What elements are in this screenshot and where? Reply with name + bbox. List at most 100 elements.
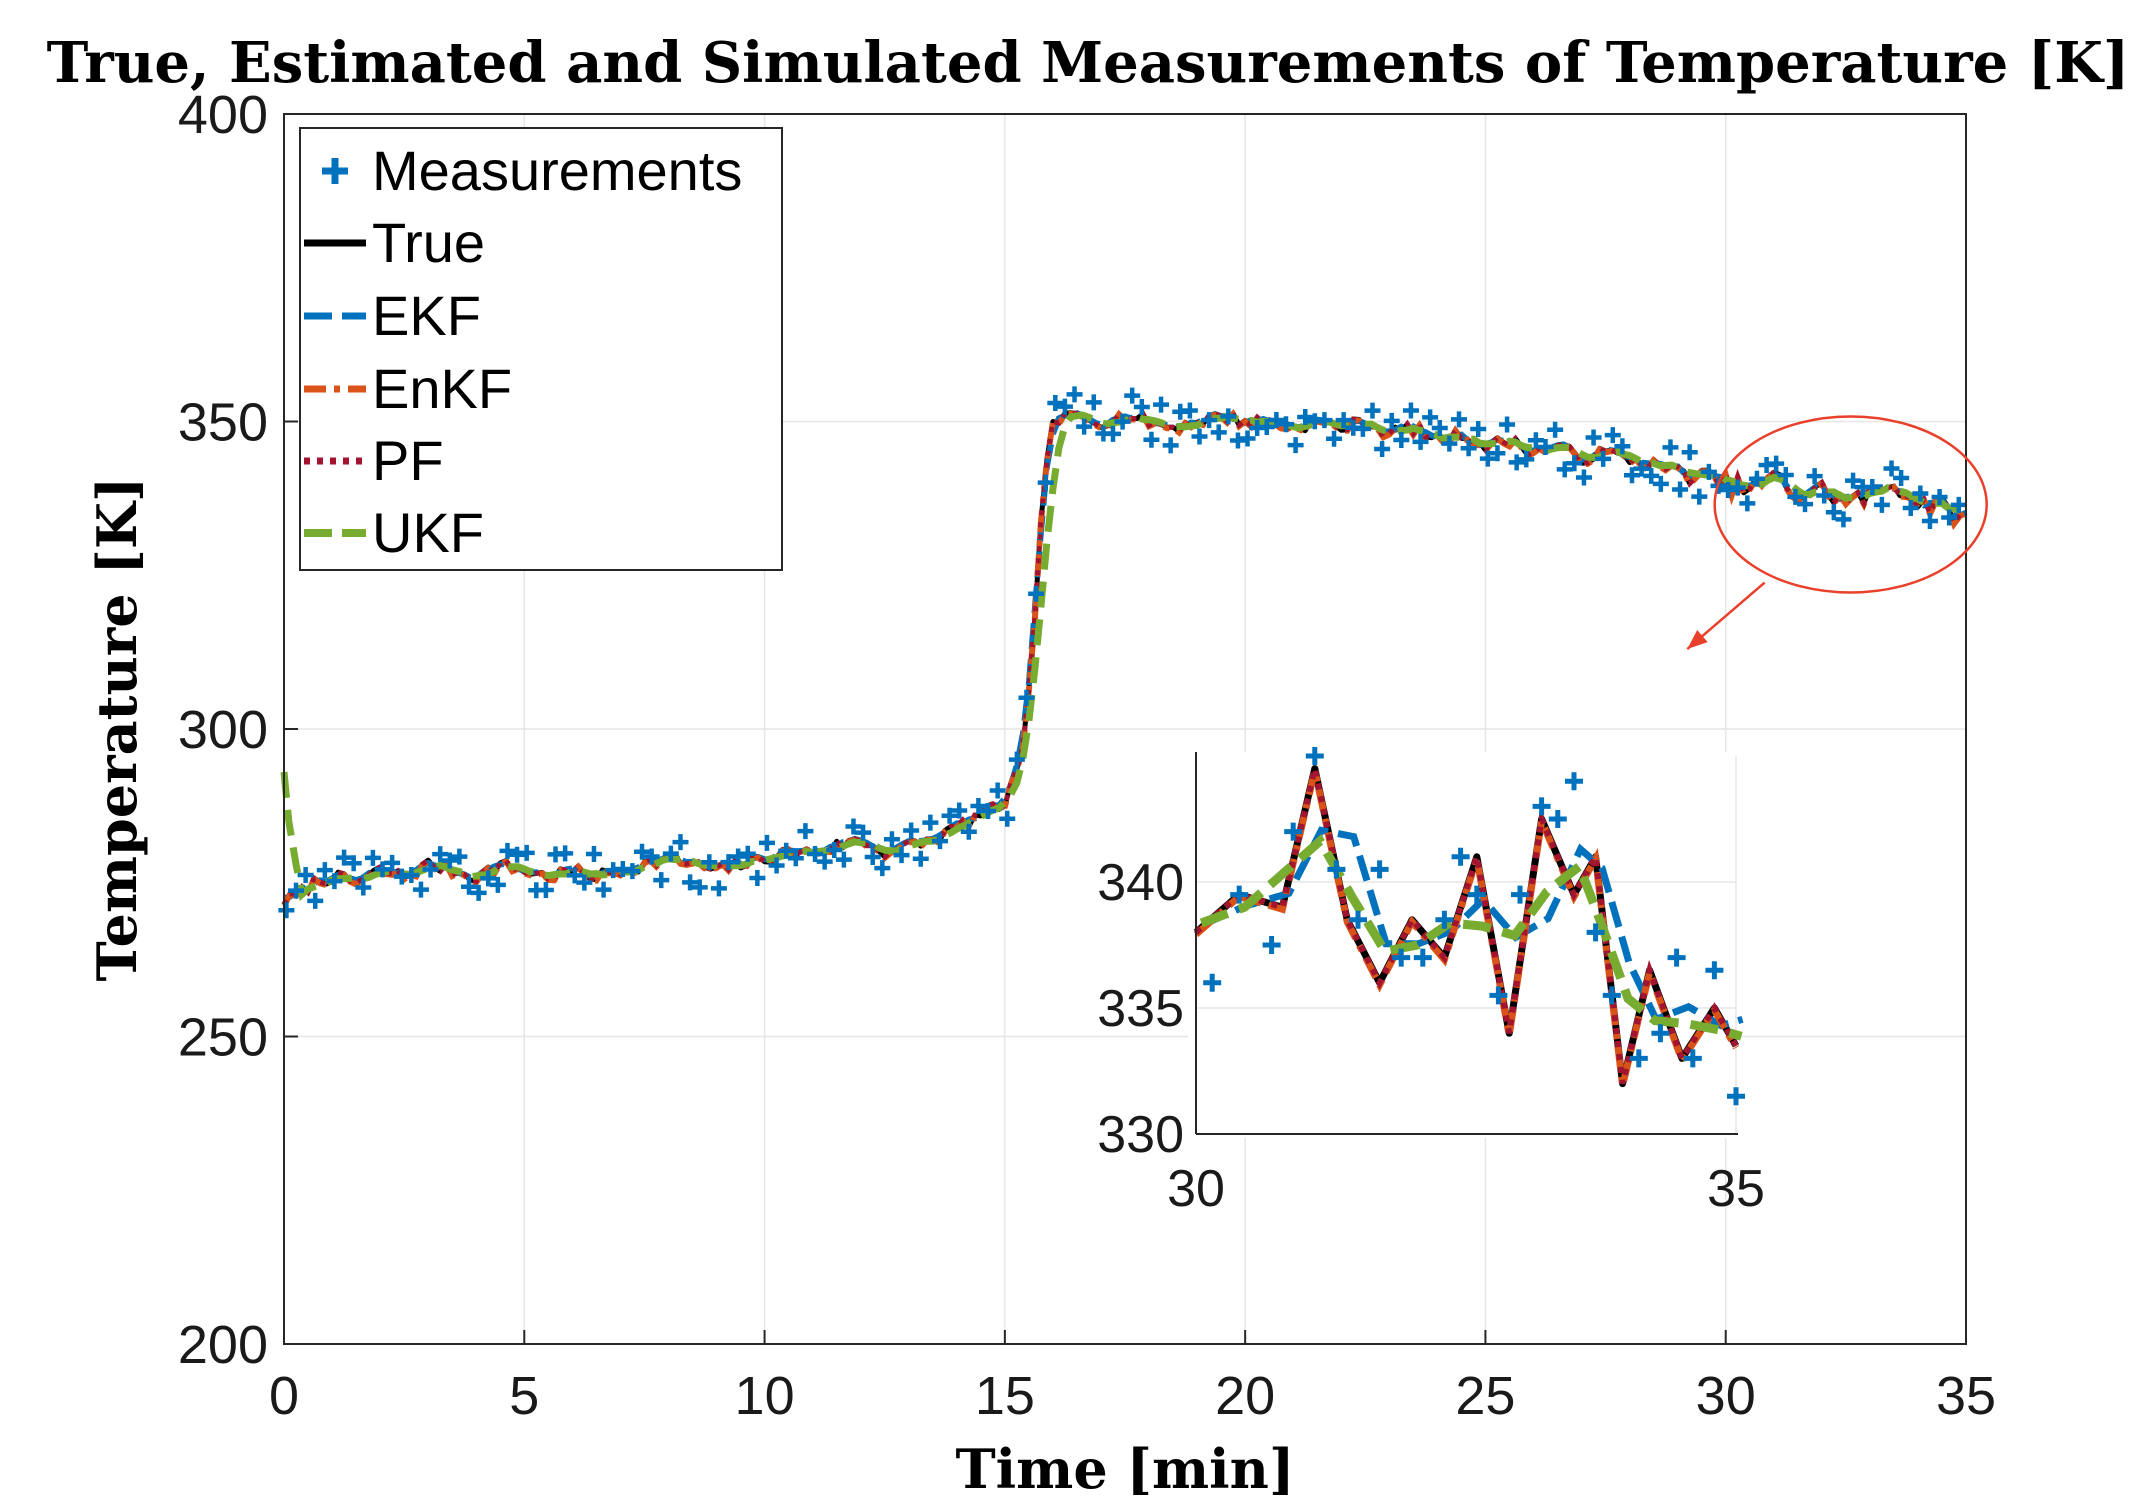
measurement-point (1316, 412, 1333, 429)
inset-measurement-point (1629, 1049, 1648, 1068)
measurement-point (1614, 438, 1631, 455)
inset-measurement-point (1451, 847, 1470, 866)
measurement-point (624, 863, 641, 880)
measurement-point (1556, 461, 1573, 478)
y-tick-label: 300 (178, 700, 268, 760)
measurement-point (1499, 416, 1516, 433)
measurement-point (787, 850, 804, 867)
measurement-point (1816, 487, 1833, 504)
inset-measurement-point (1532, 797, 1551, 816)
measurement-point (826, 842, 843, 859)
inset-measurement-point (1327, 860, 1346, 879)
x-tick-label: 30 (1696, 1366, 1756, 1426)
measurement-point (701, 854, 718, 871)
measurement-point (422, 861, 439, 878)
measurement-point (980, 802, 997, 819)
y-tick-label: 400 (178, 85, 268, 145)
measurement-point (903, 822, 920, 839)
measurement-point (845, 818, 862, 835)
measurement-point (1412, 433, 1429, 450)
x-axis-ticks: 0 5 10 15 20 25 30 35 (269, 1330, 1996, 1426)
measurement-point (355, 879, 372, 896)
inset-measurement-point (1586, 923, 1605, 942)
inset-measurement-point (1667, 948, 1686, 967)
measurement-point (1527, 432, 1544, 449)
legend-item-pf: PF (304, 429, 444, 492)
measurement-point (537, 882, 554, 899)
x-tick-label: 25 (1455, 1366, 1515, 1426)
x-tick-label: 10 (735, 1366, 795, 1426)
measurement-point (1402, 402, 1419, 419)
measurement-point (1652, 475, 1669, 492)
measurement-point (1143, 431, 1160, 448)
measurement-point (1191, 428, 1208, 445)
measurement-point (1326, 430, 1343, 447)
inset-ticks: 330 335 340 30 35 (1097, 854, 1765, 1218)
measurement-point (653, 872, 670, 889)
measurement-point (1643, 467, 1660, 484)
x-axis-label: Time [min] (955, 1437, 1294, 1498)
measurement-point (470, 884, 487, 901)
measurement-point (1258, 418, 1275, 435)
measurement-point (720, 854, 737, 871)
zoom-annotation (1686, 415, 1988, 650)
inset-series-layer (1193, 747, 1745, 1106)
inset-measurement-point (1683, 1049, 1702, 1068)
measurement-point (1335, 412, 1352, 429)
measurement-point (1633, 460, 1650, 477)
measurement-point (807, 846, 824, 863)
measurement-point (951, 802, 968, 819)
inset-measurement-point (1602, 986, 1621, 1005)
measurement-point (816, 853, 833, 870)
measurement-point (1845, 472, 1862, 489)
measurement-point (1066, 386, 1083, 403)
measurement-point (480, 870, 497, 887)
measurement-point (864, 848, 881, 865)
measurement-point (518, 844, 535, 861)
inset-measurement-point (1262, 936, 1281, 954)
measurement-point (662, 845, 679, 862)
inset-measurement-point (1511, 885, 1529, 904)
measurement-point (1566, 455, 1583, 472)
measurement-point (316, 862, 333, 879)
measurement-point (1864, 478, 1881, 495)
measurement-point (1479, 450, 1496, 467)
y-tick-label: 200 (178, 1315, 268, 1375)
inset-series-ukf (1199, 833, 1743, 1041)
measurement-point (1662, 439, 1679, 456)
inset-measurement-point (1203, 973, 1222, 992)
measurement-point (1277, 416, 1294, 433)
legend-label: PF (372, 429, 444, 492)
measurement-point (960, 823, 977, 840)
measurement-point (672, 834, 689, 851)
measurement-point (1470, 420, 1487, 437)
measurement-point (374, 861, 391, 878)
measurement-point (1893, 469, 1910, 486)
measurement-point (384, 854, 401, 871)
inset-y-tick-label: 340 (1097, 854, 1184, 912)
measurement-point (1787, 488, 1804, 505)
measurement-point (874, 860, 891, 877)
legend-box (299, 127, 783, 571)
measurement-point (1287, 437, 1304, 454)
measurement-point (1239, 430, 1256, 447)
measurement-point (1575, 469, 1592, 486)
inset-x-tick-label: 35 (1707, 1160, 1765, 1218)
measurement-point (1518, 451, 1535, 468)
inset-measurement-point (1413, 948, 1432, 967)
measurement-point (336, 849, 353, 866)
measurement-point (941, 807, 958, 824)
measurement-point (1076, 418, 1093, 435)
measurement-point (922, 814, 939, 831)
measurement-point (1028, 585, 1045, 602)
measurement-point (1374, 440, 1391, 457)
measurement-point (1037, 474, 1054, 491)
measurement-point (1950, 496, 1967, 513)
measurement-point (1508, 454, 1525, 471)
y-tick-label: 350 (178, 393, 268, 453)
measurement-point (1604, 427, 1621, 444)
measurement-point (1201, 412, 1218, 429)
measurement-point (1797, 496, 1814, 513)
measurement-point (1114, 413, 1131, 430)
measurement-point (1153, 396, 1170, 413)
